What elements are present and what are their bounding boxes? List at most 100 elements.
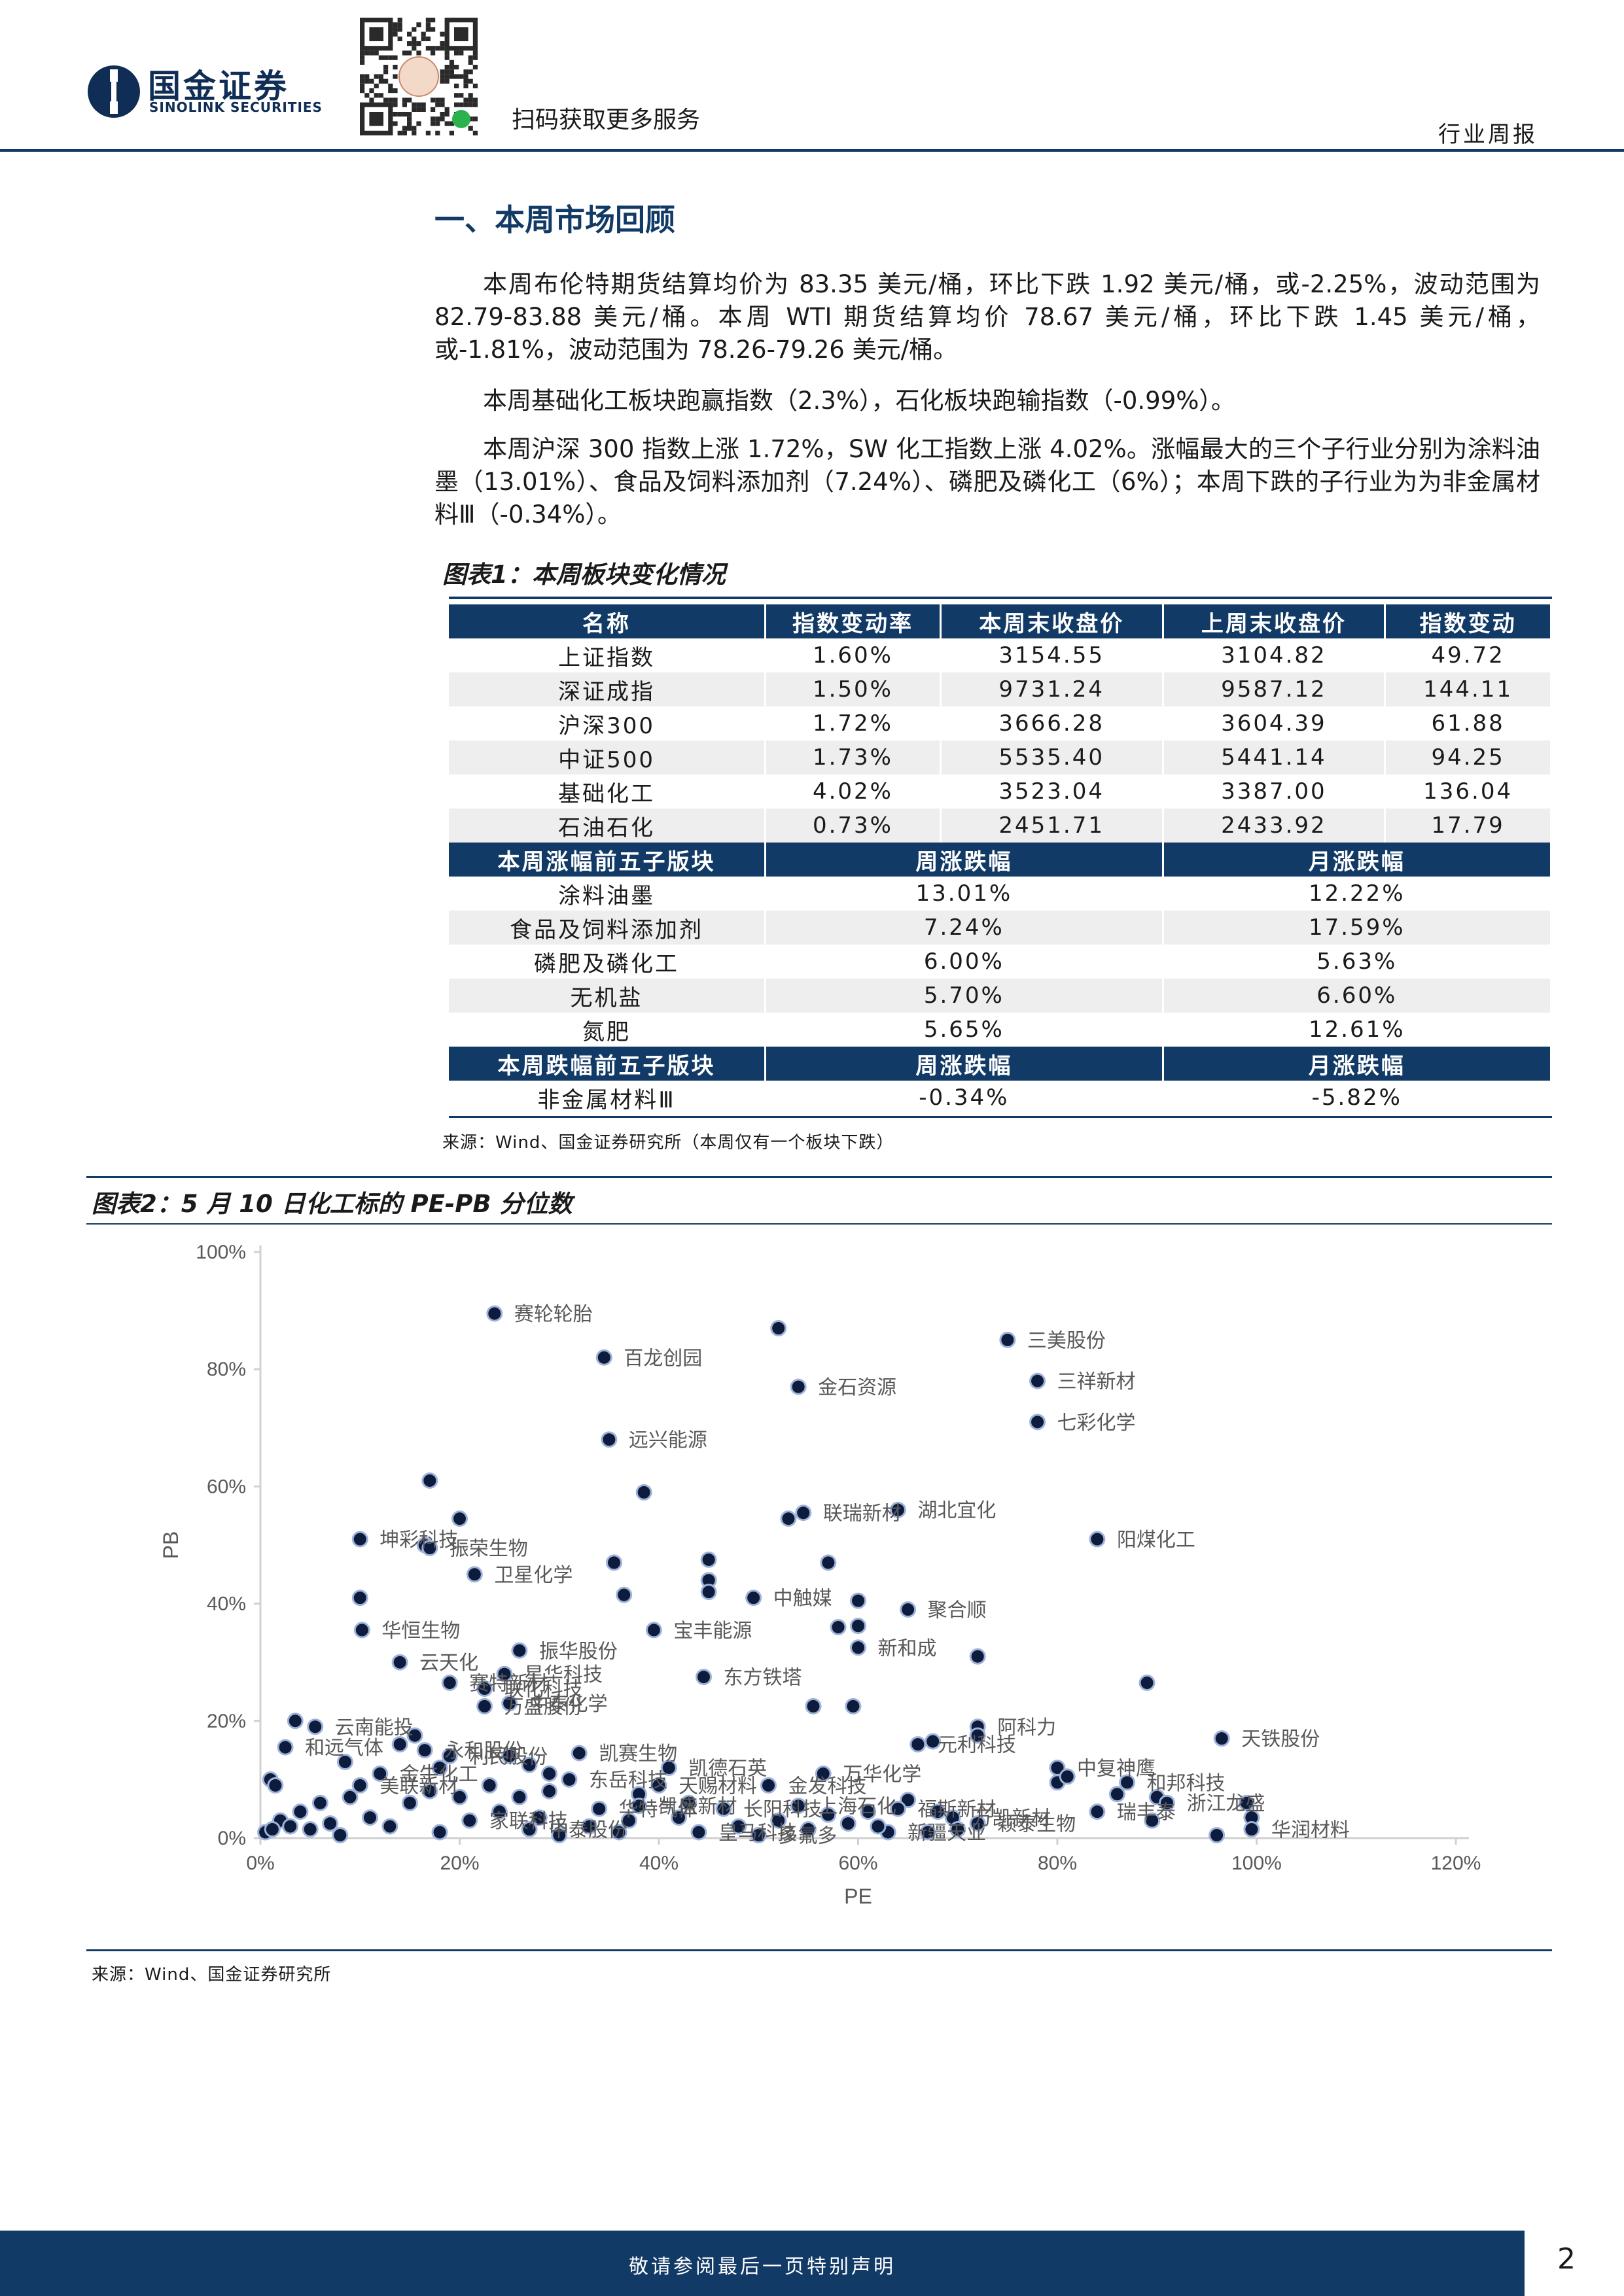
table-row: 石油石化 0.73% 2451.71 2433.92 17.79 xyxy=(449,809,1552,843)
table-cell: 12.22% xyxy=(1163,877,1553,911)
scatter-point xyxy=(925,1733,942,1750)
scatter-point xyxy=(670,1809,687,1826)
point-label: 三祥新材 xyxy=(1057,1370,1136,1393)
table1-title: 图表1：本周板块变化情况 xyxy=(442,561,726,589)
table1-source: 来源：Wind、国金证券研究所（本周仅有一个板块下跌） xyxy=(442,1133,894,1153)
x-axis-label: PE xyxy=(844,1885,872,1908)
scatter-point xyxy=(645,1622,662,1639)
point-label: 金发科技 xyxy=(788,1775,866,1798)
scatter-point xyxy=(690,1824,707,1841)
scatter-point xyxy=(696,1669,713,1686)
point-label: 三美股份 xyxy=(1027,1329,1106,1352)
scatter-point xyxy=(406,1727,423,1744)
table-cell: 61.88 xyxy=(1385,706,1552,740)
scatter-point xyxy=(1243,1821,1260,1838)
scatter-point xyxy=(919,1824,936,1841)
table-cell: 4.02% xyxy=(765,774,942,809)
table-row: 涂料油墨 13.01% 12.22% xyxy=(449,877,1553,911)
table-header-cell: 指数变动率 xyxy=(765,604,942,638)
table-row: 氮肥 5.65% 12.61% xyxy=(449,1013,1553,1047)
scatter-point xyxy=(441,1748,458,1765)
scatter-point xyxy=(541,1765,558,1782)
brand-name-en: SINOLINK SECURITIES xyxy=(149,99,323,115)
scatter-point xyxy=(631,1798,648,1815)
table-cell: 5.63% xyxy=(1163,945,1553,979)
table-cell: 3604.39 xyxy=(1163,706,1386,740)
scatter-point xyxy=(605,1554,622,1571)
point-label: 凯盛新材 xyxy=(659,1796,737,1818)
point-label: 云南能投 xyxy=(335,1716,414,1739)
scatter-point xyxy=(496,1665,513,1682)
scatter-point xyxy=(660,1759,677,1776)
table-cell: 7.24% xyxy=(765,911,1164,945)
scatter-point xyxy=(1059,1768,1076,1785)
scatter-point xyxy=(770,1319,787,1336)
scatter-point xyxy=(571,1745,588,1762)
scatter-point xyxy=(561,1771,578,1788)
table1-top-rule xyxy=(449,597,1552,599)
scatter-point xyxy=(700,1584,717,1601)
scatter-point xyxy=(1089,1803,1106,1820)
scatter-point xyxy=(491,1803,508,1820)
scatter-point xyxy=(889,1800,906,1817)
scatter-point xyxy=(336,1754,353,1771)
table-header-cell: 上周末收盘价 xyxy=(1163,604,1386,638)
footer-disclaimer[interactable]: 敬请参阅最后一页特别声明 xyxy=(629,2255,896,2278)
scatter-point xyxy=(999,1331,1016,1348)
table-cell: 3387.00 xyxy=(1163,774,1386,809)
scatter-point xyxy=(391,1736,408,1753)
scatter-point xyxy=(745,1590,762,1607)
point-label: 万华化学 xyxy=(843,1763,921,1786)
point-label: 天铁股份 xyxy=(1241,1728,1320,1751)
table-cell: 136.04 xyxy=(1385,774,1552,809)
table-cell: 5535.40 xyxy=(940,740,1164,774)
point-label: 元利科技 xyxy=(938,1734,1016,1757)
table-header-row: 名称 指数变动率 本周末收盘价 上周末收盘价 指数变动 xyxy=(449,604,1552,638)
point-label: 凯赛生物 xyxy=(599,1743,677,1765)
qr-code-icon[interactable] xyxy=(353,14,484,139)
scatter-point xyxy=(830,1618,847,1635)
scatter-point xyxy=(287,1713,304,1730)
scatter-point xyxy=(351,1590,368,1607)
table-cell: 上证指数 xyxy=(449,638,767,672)
scatter-point xyxy=(1108,1786,1125,1803)
table-row: 基础化工 4.02% 3523.04 3387.00 136.04 xyxy=(449,774,1552,809)
paragraph-index-summary: 本周沪深 300 指数上涨 1.72%，SW 化工指数上涨 4.02%。涨幅最大… xyxy=(434,435,1540,529)
scatter-point xyxy=(361,1809,378,1826)
table-cell: 17.59% xyxy=(1163,911,1553,945)
scatter-point xyxy=(511,1642,528,1659)
scatter-point xyxy=(595,1349,612,1366)
table-cell: 2451.71 xyxy=(940,809,1164,843)
table-cell: 5.65% xyxy=(765,1013,1164,1047)
scatter-point xyxy=(730,1818,747,1835)
table-cell: 氮肥 xyxy=(449,1013,767,1047)
point-label: 东岳科技 xyxy=(589,1769,667,1792)
sinolink-logo-icon xyxy=(88,65,140,118)
y-axis-label: PB xyxy=(159,1531,183,1559)
scatter-point xyxy=(481,1777,498,1794)
point-label: 远兴能源 xyxy=(629,1429,707,1452)
scatter-point xyxy=(551,1827,568,1844)
table-cell: 沪深300 xyxy=(449,706,767,740)
table-header-cell: 周涨跌幅 xyxy=(765,1047,1164,1081)
scatter-point xyxy=(949,1821,966,1838)
scatter-point xyxy=(311,1794,328,1811)
table-cell: 1.60% xyxy=(765,638,942,672)
point-label: 万凯新材 xyxy=(972,1807,1051,1830)
scatter-point xyxy=(431,1824,448,1841)
point-label: 七彩化学 xyxy=(1057,1412,1136,1435)
table-cell: 1.73% xyxy=(765,740,942,774)
scatter-point xyxy=(760,1777,777,1794)
table-cell: 6.00% xyxy=(765,945,1164,979)
scatter-point xyxy=(610,1824,627,1841)
point-label: 百龙创园 xyxy=(624,1347,702,1370)
point-label: 坤彩科技 xyxy=(380,1529,458,1552)
table-header-cell: 名称 xyxy=(449,604,767,638)
scatter-point xyxy=(850,1592,866,1609)
point-label: 福斯新材 xyxy=(917,1798,996,1821)
chart2-title: 图表2：5 月 10 日化工标的 PE-PB 分位数 xyxy=(92,1190,573,1218)
scatter-point xyxy=(501,1695,518,1712)
point-label: 永和股份 xyxy=(444,1740,523,1763)
y-tick-label: 40% xyxy=(207,1593,246,1615)
table-cell: 9587.12 xyxy=(1163,672,1386,706)
